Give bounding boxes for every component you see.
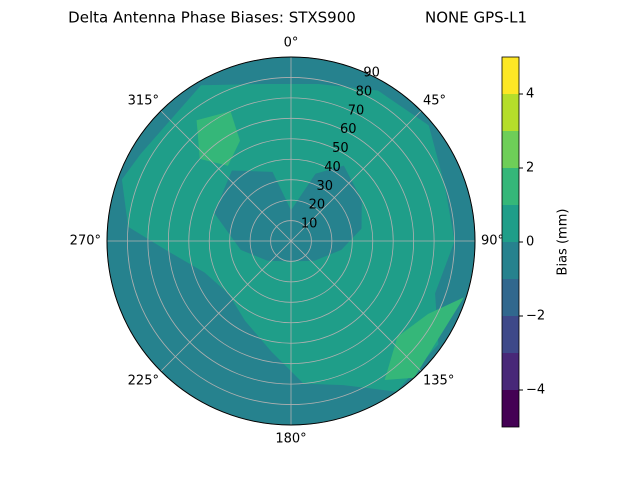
radial-tick-label: 80 — [356, 84, 373, 99]
chart-title: Delta Antenna Phase Biases: STXS900 — [68, 9, 356, 27]
angle-tick-label: 0° — [284, 36, 299, 51]
colorbar-tick-label: 4 — [526, 87, 534, 102]
colorbar-label: Bias (mm) — [556, 209, 571, 276]
colorbar-tick-label: −4 — [526, 383, 545, 398]
radial-tick-label: 10 — [301, 217, 318, 232]
colorbar-band — [502, 94, 519, 131]
radial-tick-label: 20 — [309, 198, 326, 213]
radial-tick-label: 50 — [332, 141, 349, 156]
radial-tick-label: 60 — [340, 122, 357, 137]
colorbar-band — [502, 353, 519, 390]
angle-tick-label: 90° — [481, 234, 504, 249]
radial-tick-label: 30 — [316, 179, 333, 194]
colorbar-band — [502, 279, 519, 316]
colorbar-band — [502, 242, 519, 279]
polar-frame — [106, 56, 476, 426]
colorbar-tick-label: −2 — [526, 309, 545, 324]
angular-grid — [160, 240, 292, 372]
chart-subtitle: NONE GPS-L1 — [425, 9, 527, 27]
contour-region — [384, 297, 465, 380]
angular-grid — [290, 110, 422, 242]
colorbar-band — [502, 205, 519, 242]
angle-tick-label: 315° — [128, 93, 159, 108]
colorbar-band — [502, 390, 519, 427]
colorbar-tick-label: 0 — [526, 235, 534, 250]
angular-grid — [160, 110, 292, 242]
angle-tick-label: 45° — [423, 93, 446, 108]
colorbar-band — [502, 57, 519, 94]
radial-tick-label: 90 — [363, 66, 380, 81]
colorbar-band — [502, 316, 519, 353]
radial-tick-label: 40 — [324, 160, 341, 175]
colorbar-band — [502, 168, 519, 205]
angle-tick-label: 180° — [275, 432, 306, 447]
colorbar-tick-label: 2 — [526, 161, 534, 176]
angle-tick-label: 135° — [423, 374, 454, 389]
colorbar-band — [502, 131, 519, 168]
radial-tick-label: 70 — [348, 103, 365, 118]
angle-tick-label: 270° — [70, 234, 101, 249]
angular-grid — [290, 240, 422, 372]
angle-tick-label: 225° — [128, 374, 159, 389]
